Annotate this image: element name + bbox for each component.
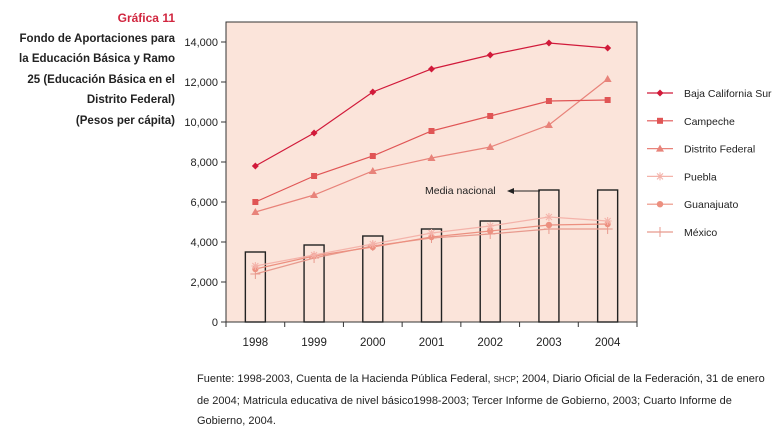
bar-annotation: Media nacional xyxy=(425,185,496,197)
bar-media-nacional xyxy=(538,189,560,323)
bar-media-nacional xyxy=(303,244,325,323)
footnote-part1: Fuente: 1998-2003, Cuenta de la Hacienda… xyxy=(197,373,494,385)
y-tick-label: 2,000 xyxy=(190,277,218,289)
data-point xyxy=(310,191,319,198)
data-point xyxy=(603,75,612,82)
footnote: Fuente: 1998-2003, Cuenta de la Hacienda… xyxy=(197,369,777,432)
data-point xyxy=(369,88,377,96)
y-tick-label: 6,000 xyxy=(190,197,218,209)
data-point xyxy=(544,121,553,128)
data-point xyxy=(251,208,260,215)
data-point xyxy=(486,143,495,150)
legend-marker xyxy=(656,89,664,97)
data-point xyxy=(486,51,494,59)
bar-media-nacional xyxy=(244,251,267,323)
data-point xyxy=(604,97,611,103)
y-tick-label: 10,000 xyxy=(184,117,218,129)
data-point xyxy=(310,251,319,259)
y-tick-label: 14,000 xyxy=(184,37,218,49)
figure-label: Gráfica 11 xyxy=(117,11,175,25)
legend-marker xyxy=(655,227,665,237)
x-tick-label: 1999 xyxy=(301,337,327,349)
legend-marker xyxy=(656,172,664,181)
data-point xyxy=(368,240,377,248)
y-tick-label: 4,000 xyxy=(190,237,218,249)
footnote-part2: ; 2004, Diario Oficial de la Federación,… xyxy=(197,373,765,427)
data-point xyxy=(545,98,552,104)
data-point xyxy=(545,39,553,47)
title-line: la Educación Básica y Ramo xyxy=(19,53,175,65)
data-point xyxy=(368,167,377,174)
data-point xyxy=(251,262,260,270)
legend-label: Campeche xyxy=(684,116,735,128)
data-point xyxy=(251,162,259,170)
x-tick-label: 2003 xyxy=(536,337,562,349)
bar-media-nacional xyxy=(479,220,501,323)
title-line: 25 (Educación Básica en el xyxy=(27,73,175,86)
data-point xyxy=(545,221,553,229)
legend-label: Distrito Federal xyxy=(684,144,755,156)
data-point xyxy=(427,154,436,161)
legend-marker xyxy=(657,117,663,124)
data-point xyxy=(252,199,259,205)
title-line: (Pesos per cápita) xyxy=(75,114,175,127)
legend-label: Puebla xyxy=(684,171,717,183)
data-point xyxy=(487,227,494,235)
x-tick-label: 2000 xyxy=(360,337,386,349)
x-tick-label: 2004 xyxy=(595,337,621,349)
data-point xyxy=(486,222,495,230)
legend-marker xyxy=(656,201,664,208)
legend-label: Baja California Sur xyxy=(684,88,772,100)
data-point xyxy=(369,153,376,159)
data-point xyxy=(428,65,435,73)
x-tick-label: 2001 xyxy=(419,337,445,349)
annotation-arrow-head xyxy=(507,188,514,194)
footnote-smallcaps: SHCP xyxy=(493,375,516,384)
data-point xyxy=(487,113,494,119)
x-tick-label: 1998 xyxy=(243,337,269,349)
x-tick-label: 2002 xyxy=(477,337,503,349)
data-point xyxy=(311,173,318,179)
y-tick-label: 8,000 xyxy=(190,157,218,169)
data-point xyxy=(428,128,435,134)
title-line: Distrito Federal) xyxy=(86,94,175,106)
title-line: Fondo de Aportaciones para xyxy=(19,32,175,45)
y-tick-label: 0 xyxy=(212,317,218,329)
data-point xyxy=(604,44,612,52)
data-point xyxy=(603,217,612,225)
data-point xyxy=(427,229,436,237)
y-tick-label: 12,000 xyxy=(184,77,218,89)
legend-label: Guanajuato xyxy=(684,199,738,211)
chart-title-block: Gráfica 11 Fondo de Aportaciones para la… xyxy=(19,8,175,131)
data-point xyxy=(310,129,318,137)
legend-label: México xyxy=(684,227,717,239)
bar-media-nacional xyxy=(362,235,384,323)
legend-marker xyxy=(656,144,664,152)
bar-media-nacional xyxy=(596,189,619,323)
data-point xyxy=(544,213,553,221)
